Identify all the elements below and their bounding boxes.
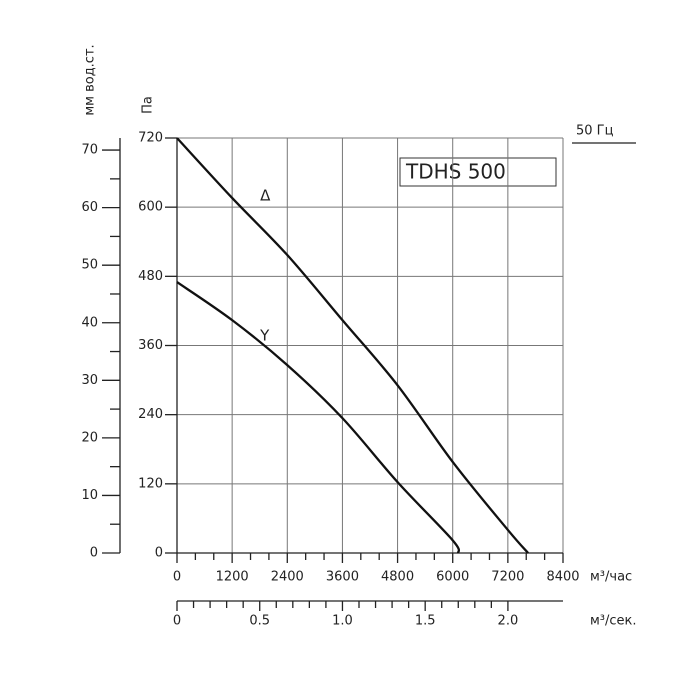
x-tick-label: 1200 [216,570,249,585]
y-tick-label: 240 [138,407,163,422]
y2-tick-label: 60 [81,200,98,215]
y2-tick-label: 30 [81,373,98,388]
y-tick-label: 600 [138,200,163,215]
x-tick-label: 3600 [326,570,359,585]
x-tick-label: 4800 [381,570,414,585]
x-tick-label: 0 [173,570,181,585]
y-tick-label: 360 [138,338,163,353]
chart-title: TDHS 500 [405,160,506,184]
y2-tick-label: 0 [90,546,98,561]
curve-label: Δ [260,186,271,204]
y2-tick-label: 40 [81,315,98,330]
y2-axis-label: мм вод.ст. [83,44,98,115]
y-axis-label: Па [141,96,156,114]
x2-tick-label: 1.5 [415,614,436,629]
fan-curve [176,137,529,554]
x-tick-label: 6000 [436,570,469,585]
y-tick-label: 0 [155,546,163,561]
y2-tick-label: 10 [81,488,98,503]
x2-tick-label: 0.5 [249,614,270,629]
x2-tick-label: 1.0 [332,614,353,629]
x2-tick-label: 0 [173,614,181,629]
x2-tick-label: 2.0 [498,614,519,629]
fan-curve [176,281,461,554]
x-tick-label: 2400 [271,570,304,585]
title-box [399,157,557,187]
y2-tick-label: 20 [81,430,98,445]
y-tick-label: 120 [138,476,163,491]
x-axis-label: м³/час [590,570,632,585]
y-tick-label: 720 [138,131,163,146]
x-tick-label: 8400 [546,570,579,585]
annotation: 50 Гц [576,124,614,139]
y2-tick-label: 70 [81,143,98,158]
curve-label: Y [259,327,270,345]
y2-tick-label: 50 [81,258,98,273]
x-tick-label: 7200 [491,570,524,585]
x2-axis-label: м³/сек. [590,614,637,629]
y-tick-label: 480 [138,269,163,284]
